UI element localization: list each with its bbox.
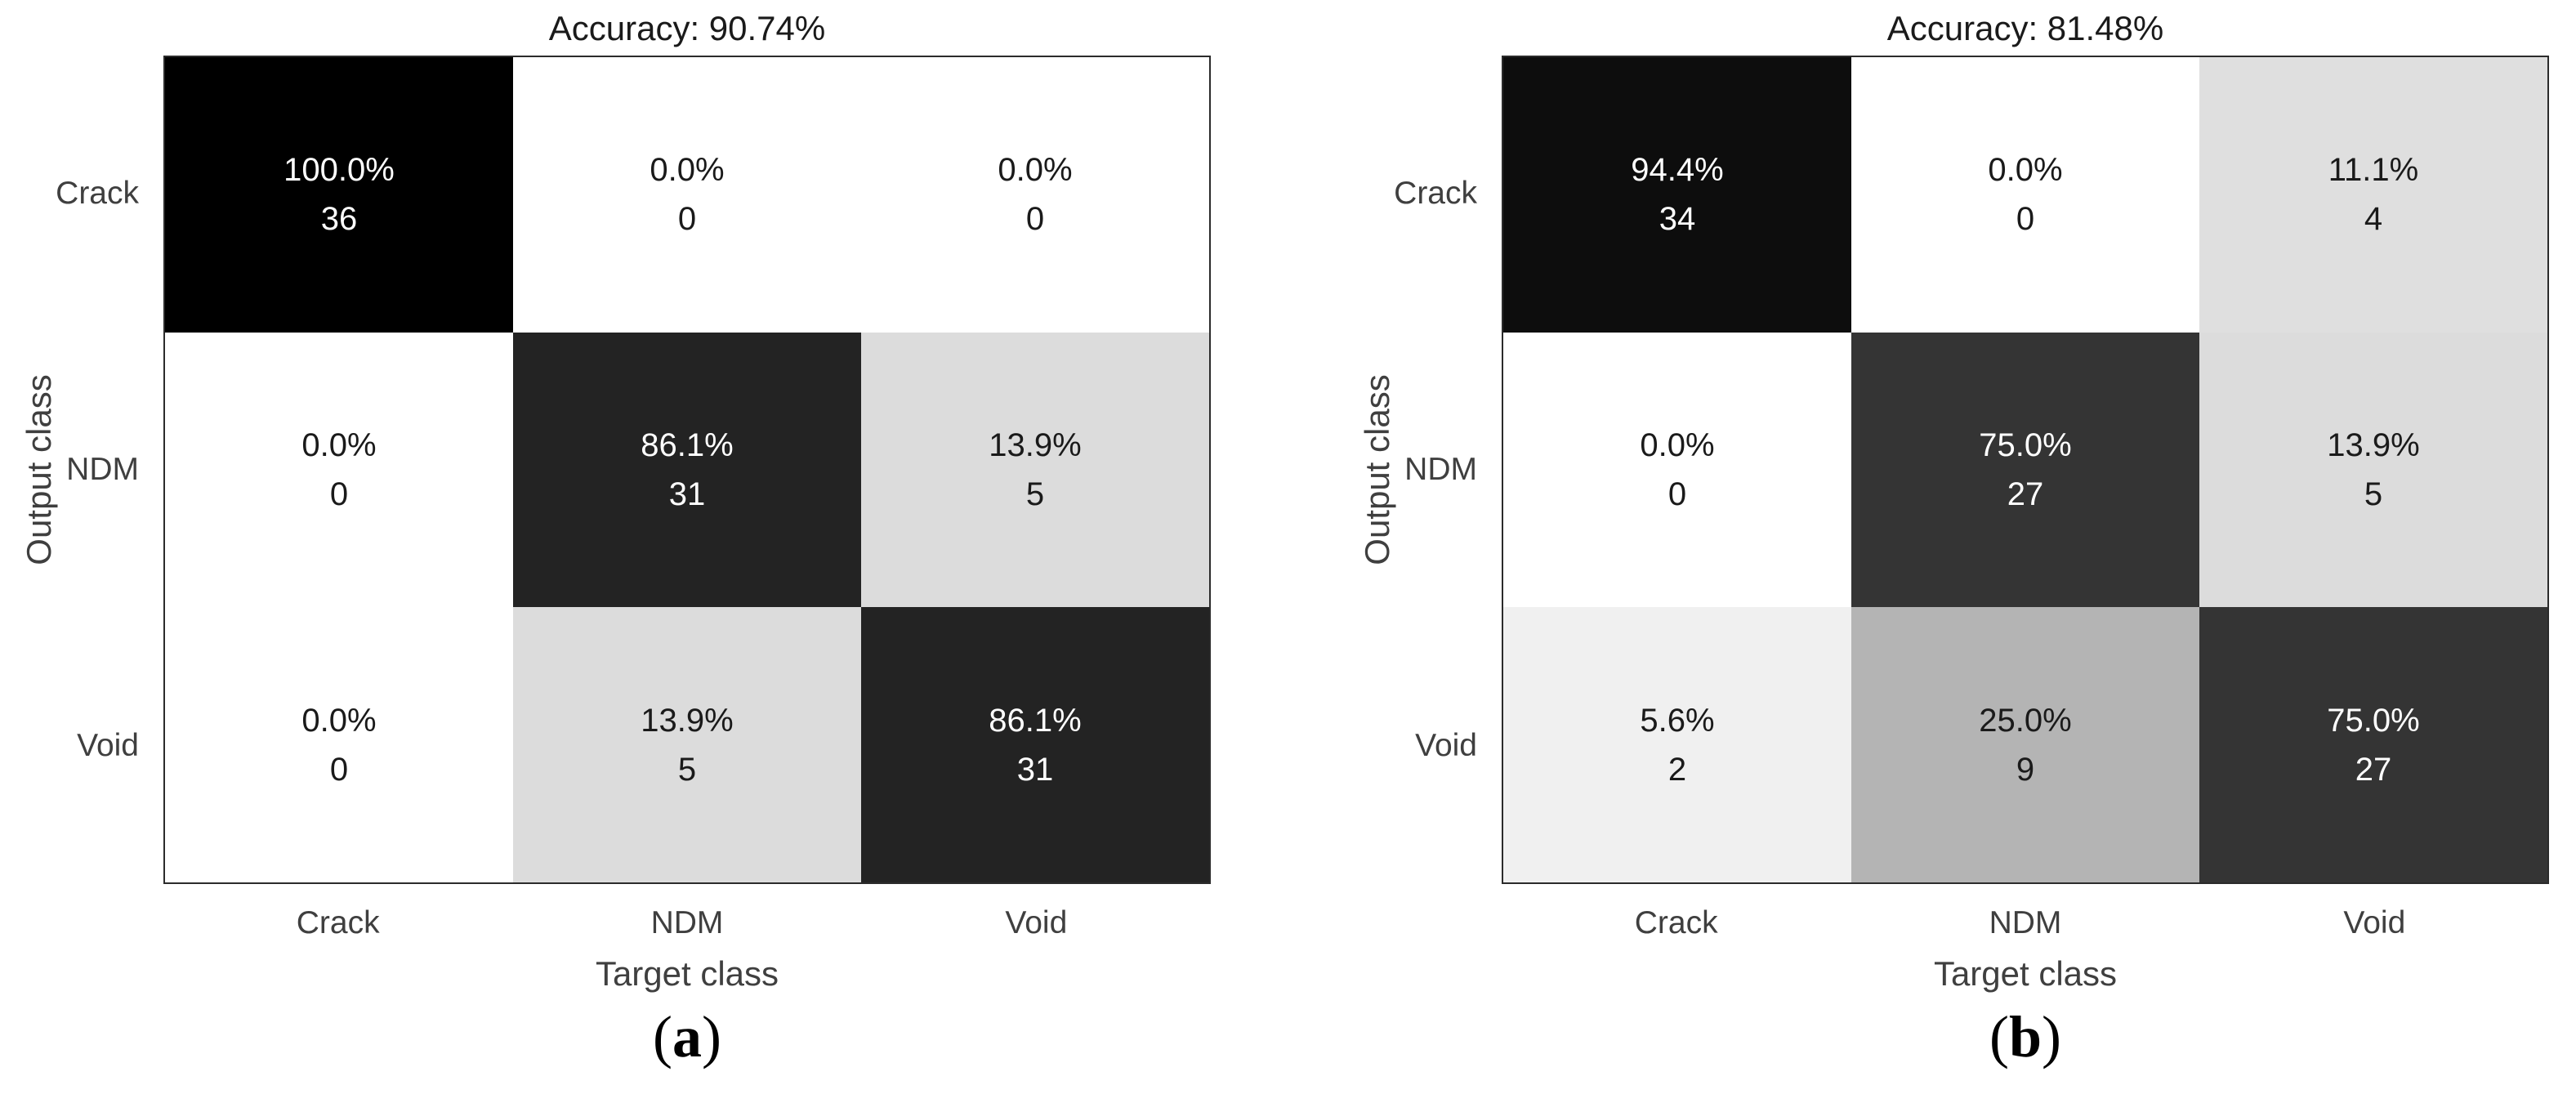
cell-count: 0: [329, 751, 349, 788]
matrix-cell-b-crack-crack: 94.4% 34: [1503, 57, 1851, 333]
caption-open-paren: (: [1989, 1004, 2009, 1070]
panel-caption-a: (a): [163, 1004, 1211, 1070]
cell-count: 9: [2016, 751, 2035, 788]
cell-count: 2: [1667, 751, 1687, 788]
cell-percent: 5.6%: [1640, 702, 1715, 739]
x-axis-label-a: Target class: [595, 954, 779, 993]
panel-a: Accuracy: 90.74% Output class Crack NDM …: [20, 0, 1211, 1103]
matrix-cell-a-void-void: 86.1% 31: [861, 607, 1209, 882]
plot-title-a: Accuracy: 90.74%: [548, 9, 826, 47]
cell-percent: 0.0%: [1640, 426, 1715, 463]
cell-count: 4: [2364, 201, 2383, 238]
x-tick-label-a-ndm: NDM: [650, 905, 724, 940]
y-tick-label-b-ndm: NDM: [1404, 452, 1477, 487]
cell-percent: 0.0%: [301, 426, 377, 463]
cell-count: 0: [1667, 476, 1687, 512]
caption-letter: b: [2008, 1004, 2042, 1070]
x-axis-label-b: Target class: [1933, 954, 2118, 993]
cell-percent: 25.0%: [1979, 702, 2072, 739]
cell-percent: 75.0%: [2327, 702, 2420, 739]
matrix-cell-a-crack-void: 0.0% 0: [861, 57, 1209, 333]
cell-percent: 75.0%: [1979, 426, 2072, 463]
matrix-cell-a-ndm-crack: 0.0% 0: [165, 332, 513, 608]
x-tick-label-b-void: Void: [2343, 905, 2406, 940]
x-tick-labels-a: Crack NDM Void: [163, 905, 1211, 941]
y-tick-label-a-ndm: NDM: [66, 452, 139, 487]
matrix-cell-b-void-void: 75.0% 27: [2199, 607, 2547, 882]
confusion-matrix-b: 94.4% 34 0.0% 0 11.1% 4 0.0% 0 75.0% 27 …: [1502, 56, 2549, 884]
cell-count: 27: [2007, 476, 2044, 512]
cell-count: 31: [668, 476, 706, 512]
cell-percent: 0.0%: [301, 702, 377, 739]
y-tick-label-a-void: Void: [77, 728, 139, 763]
caption-letter: a: [672, 1004, 702, 1070]
plot-title-b: Accuracy: 81.48%: [1886, 9, 2164, 47]
x-tick-label-b-ndm: NDM: [1989, 905, 2062, 940]
cell-percent: 13.9%: [989, 426, 1082, 463]
cell-percent: 13.9%: [641, 702, 734, 739]
cell-count: 0: [2016, 201, 2035, 238]
matrix-cell-a-void-ndm: 13.9% 5: [513, 607, 861, 882]
cell-percent: 100.0%: [283, 152, 395, 189]
cell-count: 0: [329, 476, 349, 512]
x-tick-label-a-void: Void: [1005, 905, 1068, 940]
x-tick-label-a-crack: Crack: [296, 905, 380, 940]
matrix-cell-a-ndm-ndm: 86.1% 31: [513, 332, 861, 608]
cell-count: 0: [1025, 201, 1045, 238]
caption-open-paren: (: [653, 1004, 672, 1070]
caption-close-paren: ): [702, 1004, 721, 1070]
cell-count: 5: [677, 751, 697, 788]
cell-count: 36: [320, 201, 358, 238]
cell-count: 31: [1016, 751, 1054, 788]
cell-percent: 13.9%: [2327, 426, 2420, 463]
cell-percent: 0.0%: [650, 152, 725, 189]
cell-count: 5: [1025, 476, 1045, 512]
cell-percent: 0.0%: [1988, 152, 2063, 189]
matrix-cell-a-void-crack: 0.0% 0: [165, 607, 513, 882]
cell-percent: 94.4%: [1631, 152, 1724, 189]
matrix-cell-b-crack-ndm: 0.0% 0: [1851, 57, 2199, 333]
y-tick-label-b-void: Void: [1415, 728, 1477, 763]
cell-count: 5: [2364, 476, 2383, 512]
matrix-cell-b-ndm-void: 13.9% 5: [2199, 332, 2547, 608]
cell-percent: 0.0%: [998, 152, 1073, 189]
cell-percent: 11.1%: [2328, 152, 2419, 189]
cell-count: 27: [2355, 751, 2392, 788]
x-tick-label-b-crack: Crack: [1634, 905, 1718, 940]
matrix-cell-b-ndm-ndm: 75.0% 27: [1851, 332, 2199, 608]
matrix-cell-b-void-ndm: 25.0% 9: [1851, 607, 2199, 882]
cell-count: 0: [677, 201, 697, 238]
matrix-cell-a-ndm-void: 13.9% 5: [861, 332, 1209, 608]
matrix-cell-b-crack-void: 11.1% 4: [2199, 57, 2547, 333]
matrix-cell-a-crack-crack: 100.0% 36: [165, 57, 513, 333]
caption-close-paren: ): [2042, 1004, 2061, 1070]
panel-b: Accuracy: 81.48% Output class Crack NDM …: [1358, 0, 2549, 1103]
cell-count: 34: [1659, 201, 1696, 238]
matrix-cell-b-ndm-crack: 0.0% 0: [1503, 332, 1851, 608]
matrix-cell-a-crack-ndm: 0.0% 0: [513, 57, 861, 333]
cell-percent: 86.1%: [989, 702, 1082, 739]
x-tick-labels-b: Crack NDM Void: [1502, 905, 2549, 941]
panel-caption-b: (b): [1502, 1004, 2549, 1070]
confusion-matrix-a: 100.0% 36 0.0% 0 0.0% 0 0.0% 0 86.1% 31 …: [163, 56, 1211, 884]
y-tick-label-b-crack: Crack: [1394, 176, 1477, 211]
y-tick-label-a-crack: Crack: [56, 176, 139, 211]
cell-percent: 86.1%: [641, 426, 734, 463]
matrix-cell-b-void-crack: 5.6% 2: [1503, 607, 1851, 882]
